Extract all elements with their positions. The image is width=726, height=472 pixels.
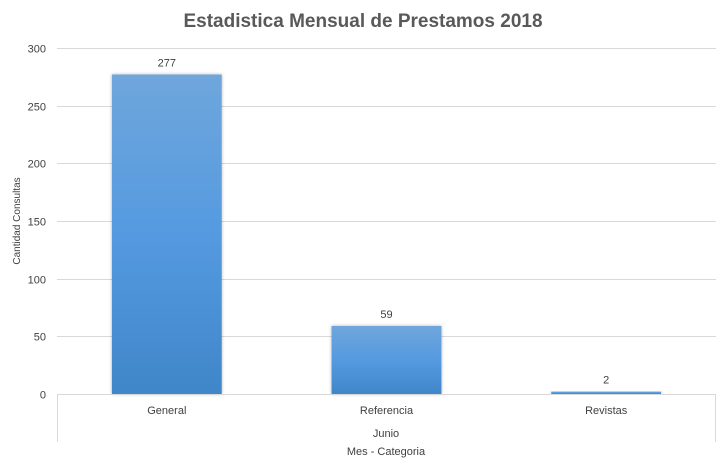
data-label: 59 [380,309,392,321]
bar-general [111,74,222,394]
y-axis-label: Cantidad Consultas [12,177,23,264]
bar-revistas [551,391,662,394]
group-label: Junio [373,428,399,440]
x-tick-label: Referencia [360,405,414,417]
y-tick-label: 150 [28,217,46,229]
x-tick-label: Revistas [585,405,628,417]
bar-referencia [331,325,442,394]
data-label: 277 [158,58,176,70]
y-tick-label: 300 [28,44,46,56]
y-tick-label: 0 [40,390,46,402]
y-tick-label: 250 [28,102,46,114]
x-axis-label: Mes - Categoria [347,446,426,458]
y-tick-label: 100 [28,275,46,287]
x-tick-label: General [147,405,186,417]
data-label: 2 [603,375,609,387]
y-tick-label: 50 [34,332,46,344]
y-tick-label: 200 [28,159,46,171]
chart-title: Estadistica Mensual de Prestamos 2018 [183,11,542,32]
